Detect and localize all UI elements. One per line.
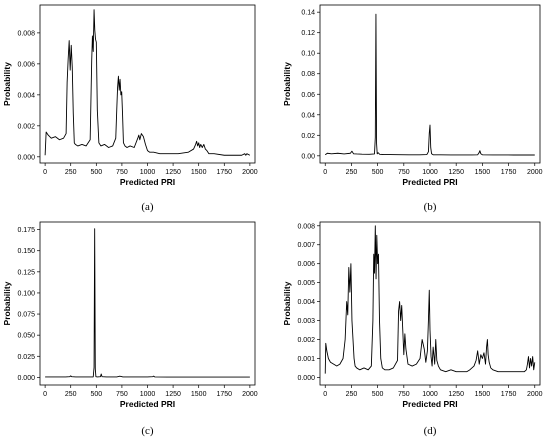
panel-b-x-tick-label: 500 [372, 169, 384, 176]
panel-c-y-tick-label: 0.025 [17, 354, 35, 361]
panel-a-x-tick-label: 750 [116, 169, 128, 176]
panel-a-x-tick-label: 1250 [165, 169, 181, 176]
panel-d-y-tick-label: 0.003 [297, 318, 315, 325]
panel-d-y-tick-label: 0.000 [297, 375, 315, 382]
panel-a-y-axis-label: Probability [2, 62, 12, 106]
panel-a-y-tick-label: 0.002 [17, 123, 35, 130]
panel-b-x-tick-label: 1500 [475, 169, 491, 176]
panel-a-series-line [44, 9, 251, 156]
panel-b-y-axis-label: Probability [282, 62, 292, 106]
panel-d-x-tick-label: 1000 [422, 391, 438, 398]
panel-d-caption: (d) [424, 425, 437, 437]
panel-b-x-tick-label: 2000 [527, 169, 543, 176]
panel-b-y-tick-label: 0.08 [301, 71, 315, 78]
panel-b-x-tick-label: 0 [323, 169, 327, 176]
panel-c-x-tick-label: 1500 [191, 391, 207, 398]
panel-b-x-tick-label: 1000 [422, 169, 438, 176]
panel-b-y-tick-label: 0.12 [301, 30, 315, 37]
panel-b-x-tick-label: 250 [346, 169, 358, 176]
panel-a-y-tick-label: 0.006 [17, 61, 35, 68]
panel-c-y-tick-label: 0.125 [17, 269, 35, 276]
panel-b-y-tick-label: 0.06 [301, 92, 315, 99]
panel-c-y-tick-label: 0.150 [17, 248, 35, 255]
panel-a-x-tick-label: 500 [90, 169, 102, 176]
panel-d-x-tick-label: 500 [372, 391, 384, 398]
panel-d-series-line [324, 225, 536, 374]
panel-b-y-tick-label: 0.00 [301, 153, 315, 160]
panel-c-x-tick-label: 250 [65, 391, 77, 398]
panel-d-x-tick-label: 2000 [527, 391, 543, 398]
panel-c-x-tick-label: 1000 [140, 391, 156, 398]
panel-b-caption: (b) [424, 201, 437, 213]
panel-b-x-tick-label: 1250 [448, 169, 464, 176]
panel-c: 0 250 500 750 1000 1250 1500 1750 2000 0.000 0.025… [2, 221, 258, 437]
panel-b-y-tick-label: 0.02 [301, 133, 315, 140]
panel-c-y-axis-label: Probability [2, 281, 12, 325]
panel-a: 0 250 500 750 1000 1250 1500 1750 2000 0.000 0.002… [2, 4, 258, 213]
panel-d-x-tick-label: 750 [398, 391, 410, 398]
panel-c-x-tick-label: 750 [116, 391, 128, 398]
panel-c-y-tick-label: 0.050 [17, 333, 35, 340]
panel-b-plot-frame [319, 4, 541, 164]
panel-a-x-tick-label: 1500 [191, 169, 207, 176]
panel-a-y-tick-label: 0.004 [17, 92, 35, 99]
panel-d-y-tick-label: 0.002 [297, 337, 315, 344]
panel-c-x-tick-label: 0 [43, 391, 47, 398]
panel-d-x-tick-label: 1750 [501, 391, 517, 398]
panel-b-series-line [324, 13, 535, 156]
panel-a-x-tick-label: 1000 [140, 169, 156, 176]
panel-d-x-tick-label: 0 [323, 391, 327, 398]
panel-d-x-tick-label: 250 [346, 391, 358, 398]
panel-c-y-tick-label: 0.075 [17, 312, 35, 319]
panel-a-x-tick-label: 1750 [216, 169, 232, 176]
panel-a-x-tick-label: 2000 [242, 169, 258, 176]
panel-c-caption: (c) [141, 425, 154, 437]
panel-a-y-tick-label: 0.000 [17, 154, 35, 161]
panel-d-y-tick-label: 0.001 [297, 356, 315, 363]
panel-a-x-axis-label: Predicted PRI [120, 177, 175, 187]
panel-d-y-tick-label: 0.007 [297, 242, 315, 249]
panel-c-x-tick-label: 2000 [242, 391, 258, 398]
panel-d-x-tick-label: 1500 [475, 391, 491, 398]
panel-d-y-axis-label: Probability [282, 281, 292, 325]
panel-a-caption: (a) [141, 201, 154, 213]
panel-c-x-tick-label: 500 [90, 391, 102, 398]
panel-b: 0 250 500 750 1000 1250 1500 1750 2000 0.00 0.02 0.… [282, 4, 543, 213]
panel-a-x-tick-label: 0 [43, 169, 47, 176]
panel-c-plot-frame [39, 221, 256, 386]
panel-c-series-line [45, 228, 250, 378]
panel-b-y-tick-label: 0.04 [301, 112, 315, 119]
panel-d-y-tick-label: 0.006 [297, 261, 315, 268]
panel-b-x-axis-label: Predicted PRI [402, 177, 457, 187]
panel-b-y-tick-label: 0.10 [301, 51, 315, 58]
panel-d-y-tick-label: 0.004 [297, 299, 315, 306]
panel-c-y-tick-label: 0.175 [17, 227, 35, 234]
panel-c-y-tick-label: 0.100 [17, 290, 35, 297]
panel-b-x-tick-label: 1750 [501, 169, 517, 176]
panel-b-x-tick-label: 750 [398, 169, 410, 176]
panel-c-x-tick-label: 1250 [165, 391, 181, 398]
panel-c-x-tick-label: 1750 [216, 391, 232, 398]
panel-d-y-tick-label: 0.008 [297, 223, 315, 230]
panel-c-x-axis-label: Predicted PRI [120, 399, 175, 409]
panel-c-y-tick-label: 0.000 [17, 375, 35, 382]
panel-d-plot-frame [319, 221, 541, 386]
panel-d-x-axis-label: Predicted PRI [402, 399, 457, 409]
panel-b-y-tick-label: 0.14 [301, 10, 315, 17]
panel-a-x-tick-label: 250 [65, 169, 77, 176]
panel-d-x-tick-label: 1250 [448, 391, 464, 398]
panel-d-y-tick-label: 0.005 [297, 280, 315, 287]
panel-d: 0 250 500 750 1000 1250 1500 1750 2000 0.000 0.001… [282, 221, 543, 437]
panel-a-y-tick-label: 0.008 [17, 30, 35, 37]
